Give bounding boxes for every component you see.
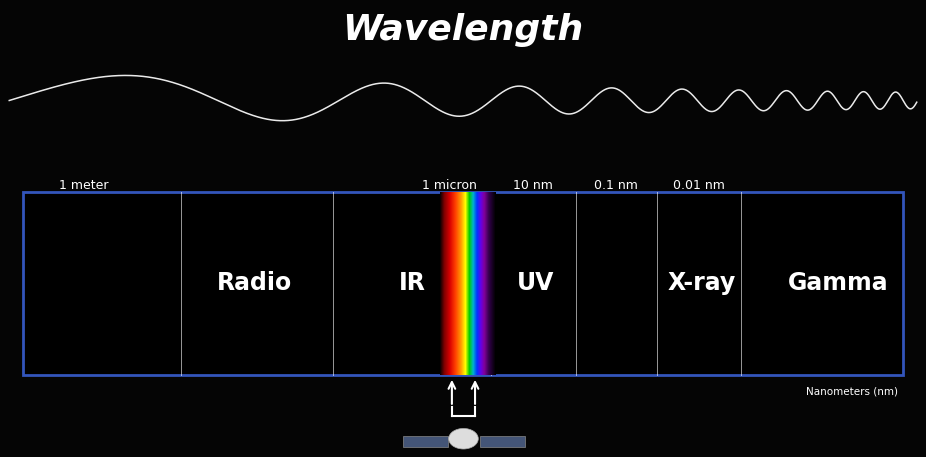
Text: IR: IR bbox=[398, 271, 426, 295]
Text: 0.01 nm: 0.01 nm bbox=[673, 179, 725, 191]
Text: Wavelength: Wavelength bbox=[343, 13, 583, 47]
Text: 1 meter: 1 meter bbox=[58, 179, 108, 191]
Text: X-ray: X-ray bbox=[668, 271, 736, 295]
Text: 1 micron: 1 micron bbox=[421, 179, 477, 191]
Text: Nanometers (nm): Nanometers (nm) bbox=[807, 386, 898, 396]
Text: UV: UV bbox=[517, 271, 554, 295]
Text: 0.1 nm: 0.1 nm bbox=[594, 179, 638, 191]
Text: Gamma: Gamma bbox=[788, 271, 888, 295]
Bar bbox=[23, 192, 903, 375]
Ellipse shape bbox=[448, 429, 478, 449]
Text: Radio: Radio bbox=[217, 271, 293, 295]
FancyBboxPatch shape bbox=[404, 436, 448, 447]
Text: 10 nm: 10 nm bbox=[512, 179, 553, 191]
FancyBboxPatch shape bbox=[480, 436, 524, 447]
